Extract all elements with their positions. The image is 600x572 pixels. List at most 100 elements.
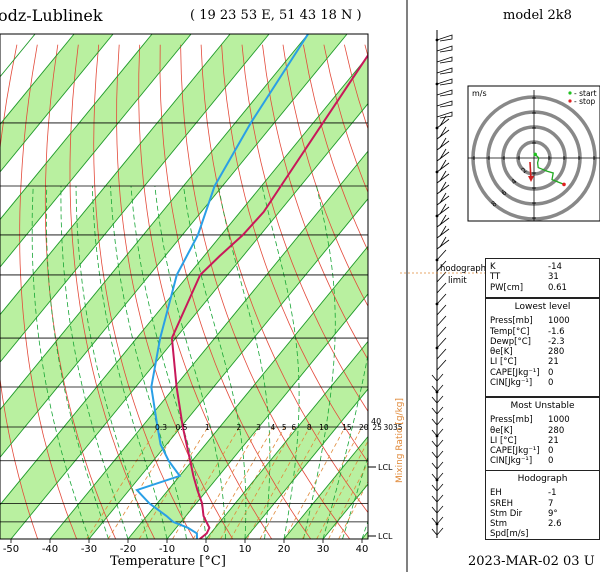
moist-adiabat <box>75 185 148 539</box>
mixing-ratio-tick: 2 <box>237 423 242 432</box>
wind-barb <box>431 417 444 426</box>
dewpoint-profile <box>135 34 309 539</box>
wind-barb <box>431 494 444 503</box>
indices-table: K -14 TT 31 PW[cm] 0.61 <box>485 258 600 298</box>
isotherm-line <box>49 150 368 539</box>
wind-barbs <box>431 30 453 538</box>
table-row: CAPE[Jkg⁻¹] 0 <box>486 446 599 456</box>
isotherm-line <box>0 55 368 506</box>
moist-adiabat <box>46 185 109 539</box>
mixing-ratio-tick: 3 <box>256 423 261 432</box>
wind-barb <box>436 315 447 327</box>
dry-adiabat <box>241 44 368 413</box>
mixing-ratio-tick: 35 <box>393 423 403 432</box>
row-key: Dewp[°C] <box>490 336 531 347</box>
dry-adiabat <box>159 44 312 539</box>
mixing-ratio-line <box>107 426 179 539</box>
dry-adiabat <box>69 44 156 539</box>
dry-adiabat <box>262 44 368 361</box>
x-tick-labels: -50 -40 -30 -20 -10 0 10 20 30 40 <box>3 539 368 555</box>
wind-barb <box>436 260 447 272</box>
isotherm-line <box>0 34 75 126</box>
x-tick-label: -30 <box>81 544 97 555</box>
wind-barb <box>436 148 450 162</box>
wind-barb <box>431 483 444 492</box>
mixing-ratio-labels: 0.3 0.5 1 2 3 4 5 6 8 10 15 20 25 30 35 <box>155 423 403 432</box>
row-value: 0.61 <box>548 282 567 293</box>
mixing-ratio-tick: 0.3 <box>155 423 167 432</box>
row-key: PW[cm] <box>490 282 524 293</box>
dry-adiabat <box>303 44 368 252</box>
x-tick-label: 0 <box>203 544 209 555</box>
wind-barb <box>431 395 444 404</box>
wind-barb <box>436 326 447 338</box>
sounding-date: 2023-MAR-02 03 U <box>468 554 595 569</box>
mixing-ratio-line <box>208 426 274 539</box>
row-key: Stm Dir <box>490 508 523 519</box>
moist-adiabat <box>342 455 368 539</box>
temperature-profile <box>170 53 368 539</box>
wind-barb <box>431 450 444 459</box>
mixing-ratio-tick: 6 <box>291 423 296 432</box>
table-row: Press[mb] 1000 <box>486 415 599 425</box>
row-key: Press[mb] <box>490 415 533 426</box>
isotherm-lines <box>0 34 368 539</box>
moist-adiabat <box>31 185 90 539</box>
row-key: LI [°C] <box>490 435 517 446</box>
row-key: θe[K] <box>490 425 513 436</box>
wind-barb <box>435 293 447 306</box>
row-value: -14 <box>548 262 562 272</box>
moist-adiabat <box>361 520 368 539</box>
row-value: 9° <box>548 508 558 519</box>
row-value: 0 <box>548 378 554 389</box>
legend-stop: - stop <box>574 97 596 106</box>
row-value: -1.6 <box>548 326 565 337</box>
table-row: Temp[°C] -1.6 <box>486 327 599 337</box>
isotherm-line <box>0 34 231 316</box>
sounding-profiles <box>135 34 368 539</box>
isotherm-line <box>0 34 153 221</box>
hodograph-stop <box>562 182 566 187</box>
isotherm-band <box>0 56 368 539</box>
dry-adiabat <box>282 44 368 308</box>
row-value: 21 <box>548 357 559 368</box>
isotherm-line <box>127 245 368 539</box>
moist-adiabat <box>60 185 129 539</box>
hodograph-unit: m/s <box>472 89 487 98</box>
row-key: EH <box>490 488 502 499</box>
dry-adiabat <box>0 44 39 539</box>
wind-barb <box>435 78 453 86</box>
table-row: CAPE[Jkg⁻¹] 0 <box>486 368 599 378</box>
dry-adiabats <box>0 44 368 539</box>
wind-barb <box>436 56 453 64</box>
dry-adiabat <box>44 44 117 539</box>
wind-barb <box>431 384 444 394</box>
table-row: Dewp[°C] -2.3 <box>486 337 599 347</box>
mixing-ratio-axis-label: Mixing Ratio [g/kg] <box>395 398 405 483</box>
row-key: CAPE[Jkg⁻¹] <box>490 446 540 457</box>
isotherm-line <box>0 34 192 268</box>
legend-start-dot <box>568 91 572 95</box>
legend-start: - start <box>574 89 597 98</box>
lowest-level-title: Lowest level <box>514 302 571 312</box>
wind-barb <box>431 516 444 526</box>
mixing-ratio-line <box>246 426 311 539</box>
wind-barb <box>431 505 444 514</box>
mixing-ratio-line <box>230 426 295 539</box>
dry-adiabat <box>116 44 234 539</box>
wind-barb <box>435 34 453 42</box>
hodograph-ring-label: 2 <box>520 166 529 175</box>
wind-barb <box>436 181 450 195</box>
row-value: 7 <box>548 498 554 509</box>
wind-barb <box>436 359 447 371</box>
wind-barb <box>436 100 453 108</box>
row-value: 0 <box>548 367 554 378</box>
plot-frame <box>0 33 369 540</box>
table-row: Stm Spd[m/s] 2.6 <box>486 519 599 540</box>
row-value: 0 <box>548 456 554 467</box>
lowest-level-table: Lowest level Press[mb] 1000 Temp[°C] -1.6 De… <box>485 298 600 397</box>
row-key: Press[mb] <box>490 316 533 327</box>
wind-barb <box>436 170 450 184</box>
mixing-ratio-line <box>302 426 363 539</box>
